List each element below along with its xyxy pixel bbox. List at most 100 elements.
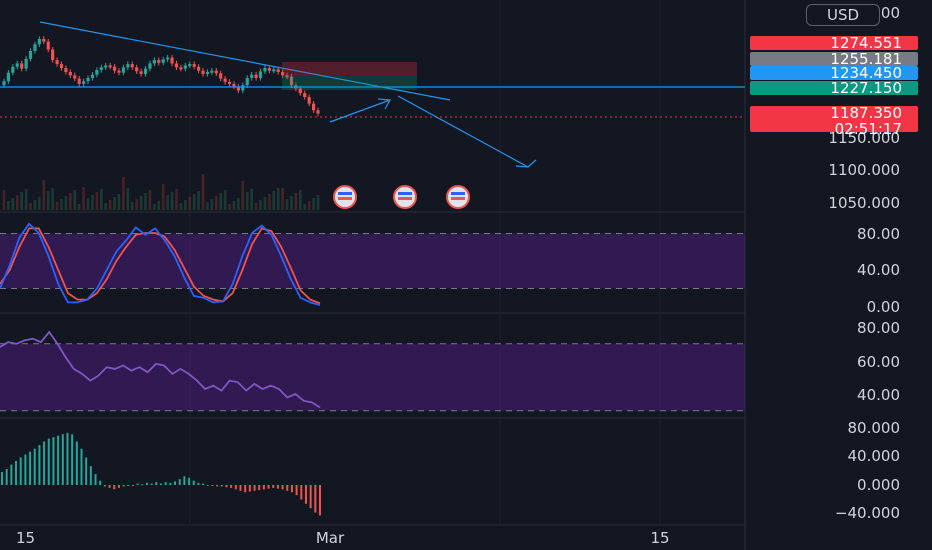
candle-body xyxy=(285,75,289,78)
currency-button[interactable]: USD xyxy=(806,4,880,26)
price-tag xyxy=(750,66,918,80)
volume-bar xyxy=(161,184,165,210)
candle-body xyxy=(227,81,232,84)
flag-stripe xyxy=(451,197,465,200)
candle-body xyxy=(174,63,179,68)
flag-stripe xyxy=(338,197,352,200)
candle-body xyxy=(139,71,143,74)
histogram-bar xyxy=(99,480,102,485)
volume-bar xyxy=(268,194,271,210)
candle-body xyxy=(20,63,24,69)
volume-bar xyxy=(91,195,94,210)
volume-bar xyxy=(272,191,276,210)
candle-body xyxy=(135,67,139,72)
histogram-bar xyxy=(136,483,139,485)
histogram-bar xyxy=(103,485,106,487)
axis-tick-label: 40.000 xyxy=(848,447,901,465)
candle-body xyxy=(214,70,218,74)
candle-body xyxy=(272,69,276,72)
histogram-bar xyxy=(150,483,153,485)
volume-bar xyxy=(11,198,15,210)
histogram-bar xyxy=(258,485,261,491)
candle-body xyxy=(258,71,263,78)
candle-body xyxy=(183,65,187,69)
histogram-bar xyxy=(122,485,125,487)
candle-body xyxy=(117,70,121,73)
candle-body xyxy=(254,74,258,78)
histogram-bar xyxy=(52,437,55,485)
volume-bar xyxy=(232,201,236,210)
price-tag xyxy=(750,36,918,50)
volume-bar xyxy=(38,197,41,210)
drawing-tools[interactable] xyxy=(0,21,745,209)
histogram-bar xyxy=(290,485,293,493)
candle-body xyxy=(126,64,130,68)
volume-bar xyxy=(299,190,302,210)
volume-bar xyxy=(104,203,108,210)
histogram-bar xyxy=(145,482,148,485)
candle-body xyxy=(42,39,46,42)
histogram-bar xyxy=(267,485,270,489)
volume-bar xyxy=(2,190,6,210)
histogram-bar xyxy=(211,485,214,486)
candle-body xyxy=(15,63,19,67)
histogram-bar xyxy=(183,476,186,485)
flag-stripe xyxy=(338,192,352,195)
histogram-bar xyxy=(225,485,228,488)
histogram-bar xyxy=(43,441,46,485)
projection-arrow-down xyxy=(397,95,529,168)
axis-tick-label: 1100.000 xyxy=(828,161,900,179)
histogram-bar xyxy=(319,485,321,516)
candle-body xyxy=(188,64,192,67)
price-tag-label: 1234.450 xyxy=(830,64,902,82)
histogram-bar xyxy=(19,457,22,485)
flag-stripe xyxy=(398,192,412,195)
histogram-bar xyxy=(127,485,130,486)
projection-arrow-up xyxy=(329,99,391,123)
stochastic-pane[interactable] xyxy=(0,222,321,306)
axis-tick-label: 1050.000 xyxy=(828,194,900,212)
histogram-bar xyxy=(281,485,284,490)
volume-bar xyxy=(7,201,10,210)
volume-bar xyxy=(148,190,152,210)
candle-body xyxy=(241,85,245,91)
candle-body xyxy=(108,65,112,68)
histogram-bar xyxy=(286,485,289,491)
volume-bar xyxy=(285,199,289,210)
arrowhead-icon xyxy=(515,159,537,168)
volume-bar xyxy=(303,204,307,210)
flag-stripe xyxy=(451,192,465,195)
candle-body xyxy=(28,50,33,59)
price-tag xyxy=(750,106,918,132)
candle-body xyxy=(73,75,77,79)
macd-histogram-pane[interactable] xyxy=(1,432,321,516)
volume-bar xyxy=(157,201,161,210)
volume-bar xyxy=(184,200,187,210)
candle-body xyxy=(303,93,307,98)
volume-bar xyxy=(86,198,90,210)
axis-tick-label: 1150.000 xyxy=(828,129,900,147)
candle-body xyxy=(95,70,99,75)
histogram-bar xyxy=(85,457,88,485)
candle-body xyxy=(179,67,183,70)
candle-body xyxy=(276,69,280,72)
candle-body xyxy=(68,72,72,76)
candle-body xyxy=(11,66,15,73)
candle-body xyxy=(316,110,320,114)
volume-bar xyxy=(117,194,121,210)
time-tick-label: 15 xyxy=(16,529,35,547)
volume-bar xyxy=(64,196,68,210)
time-axis[interactable]: 15 Mar 15 xyxy=(16,529,670,547)
histogram-bar xyxy=(117,485,120,488)
volume-bar xyxy=(153,204,156,210)
price-pane[interactable] xyxy=(2,36,320,210)
volume-bar xyxy=(130,202,134,210)
histogram-bar xyxy=(80,448,83,485)
rsi-pane[interactable] xyxy=(0,330,321,409)
volume-bar xyxy=(29,203,32,210)
histogram-bar xyxy=(57,435,60,485)
price-tag-label: 1255.181 xyxy=(830,50,902,68)
candle-body xyxy=(64,68,68,72)
volume-bar xyxy=(166,195,169,210)
